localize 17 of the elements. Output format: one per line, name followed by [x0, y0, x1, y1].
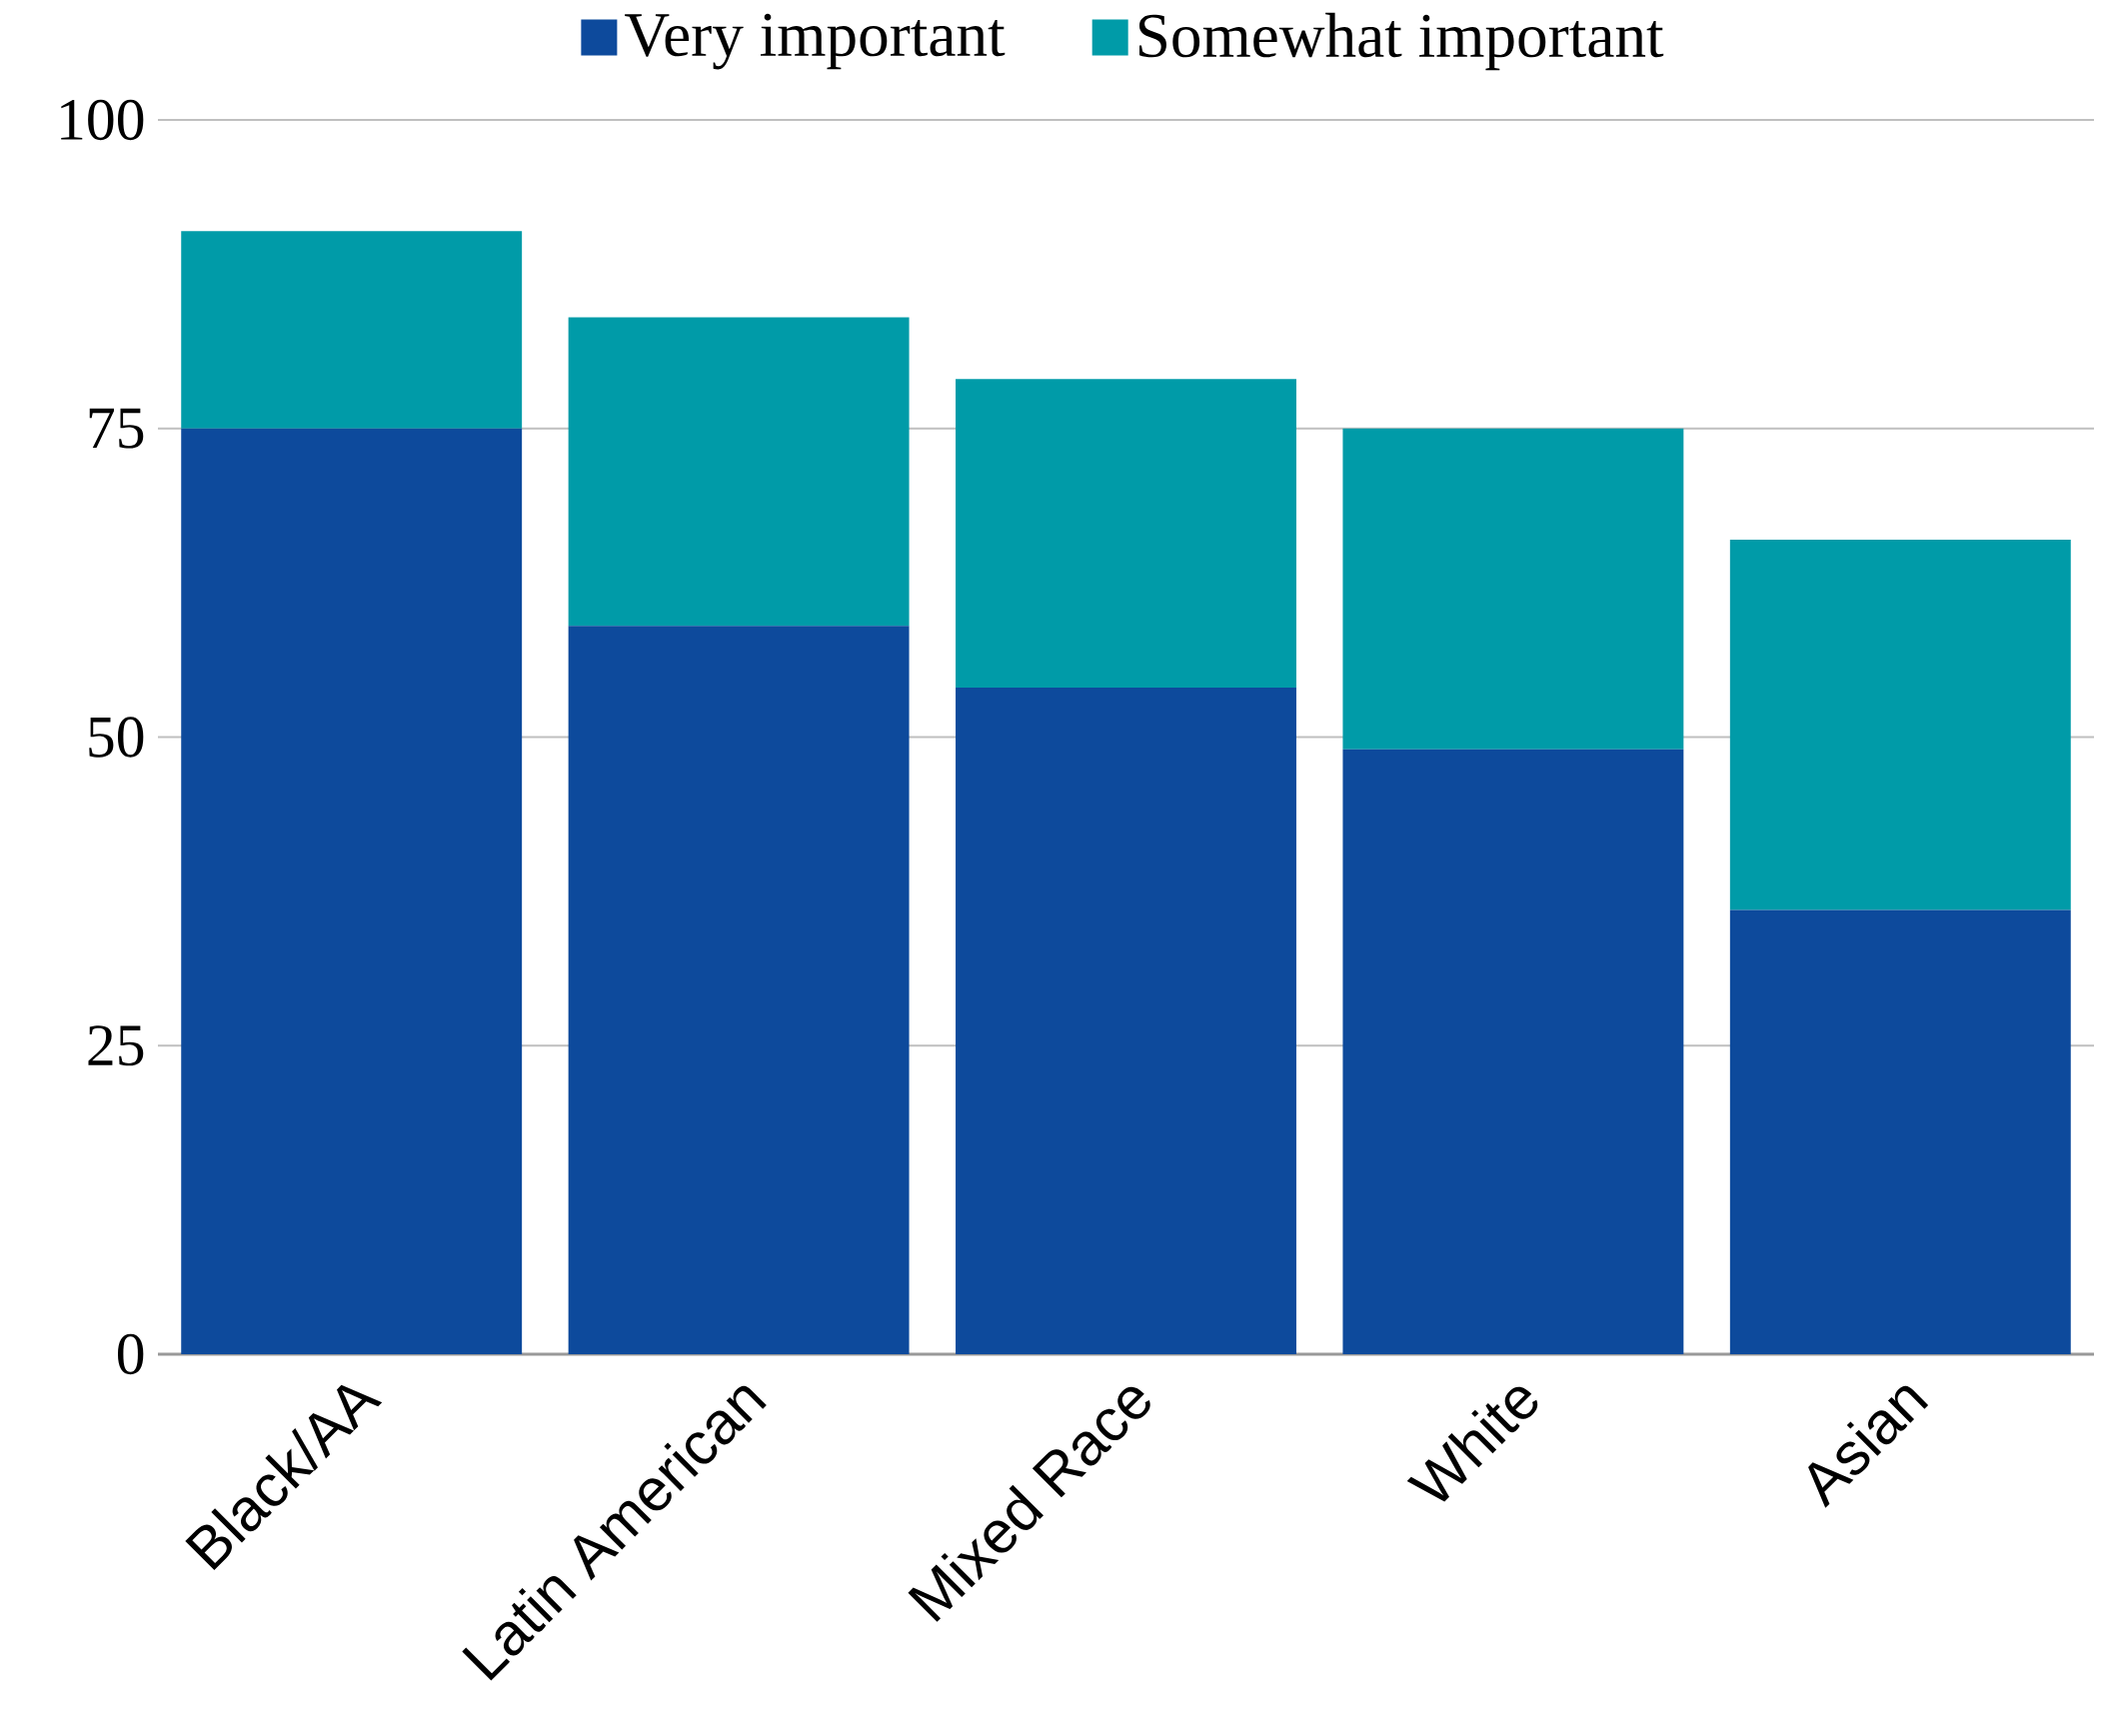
bar	[568, 626, 910, 1354]
y-tick-label: 0	[117, 1333, 144, 1375]
bar	[956, 688, 1296, 1354]
y-tick-label: 100	[61, 99, 144, 141]
bar	[568, 317, 910, 627]
bar	[181, 428, 523, 1354]
y-tick-label: 50	[89, 717, 144, 758]
legend-label: Very important	[625, 13, 1006, 70]
bar	[181, 231, 523, 429]
y-tick-label: 25	[88, 1025, 144, 1066]
bar	[1729, 909, 2071, 1354]
bar	[1729, 539, 2071, 910]
bar	[1342, 749, 1684, 1354]
bar	[956, 379, 1296, 689]
y-tick-label: 75	[89, 408, 144, 449]
legend-label: Somewhat important	[1138, 12, 1664, 71]
bar	[1342, 428, 1684, 750]
